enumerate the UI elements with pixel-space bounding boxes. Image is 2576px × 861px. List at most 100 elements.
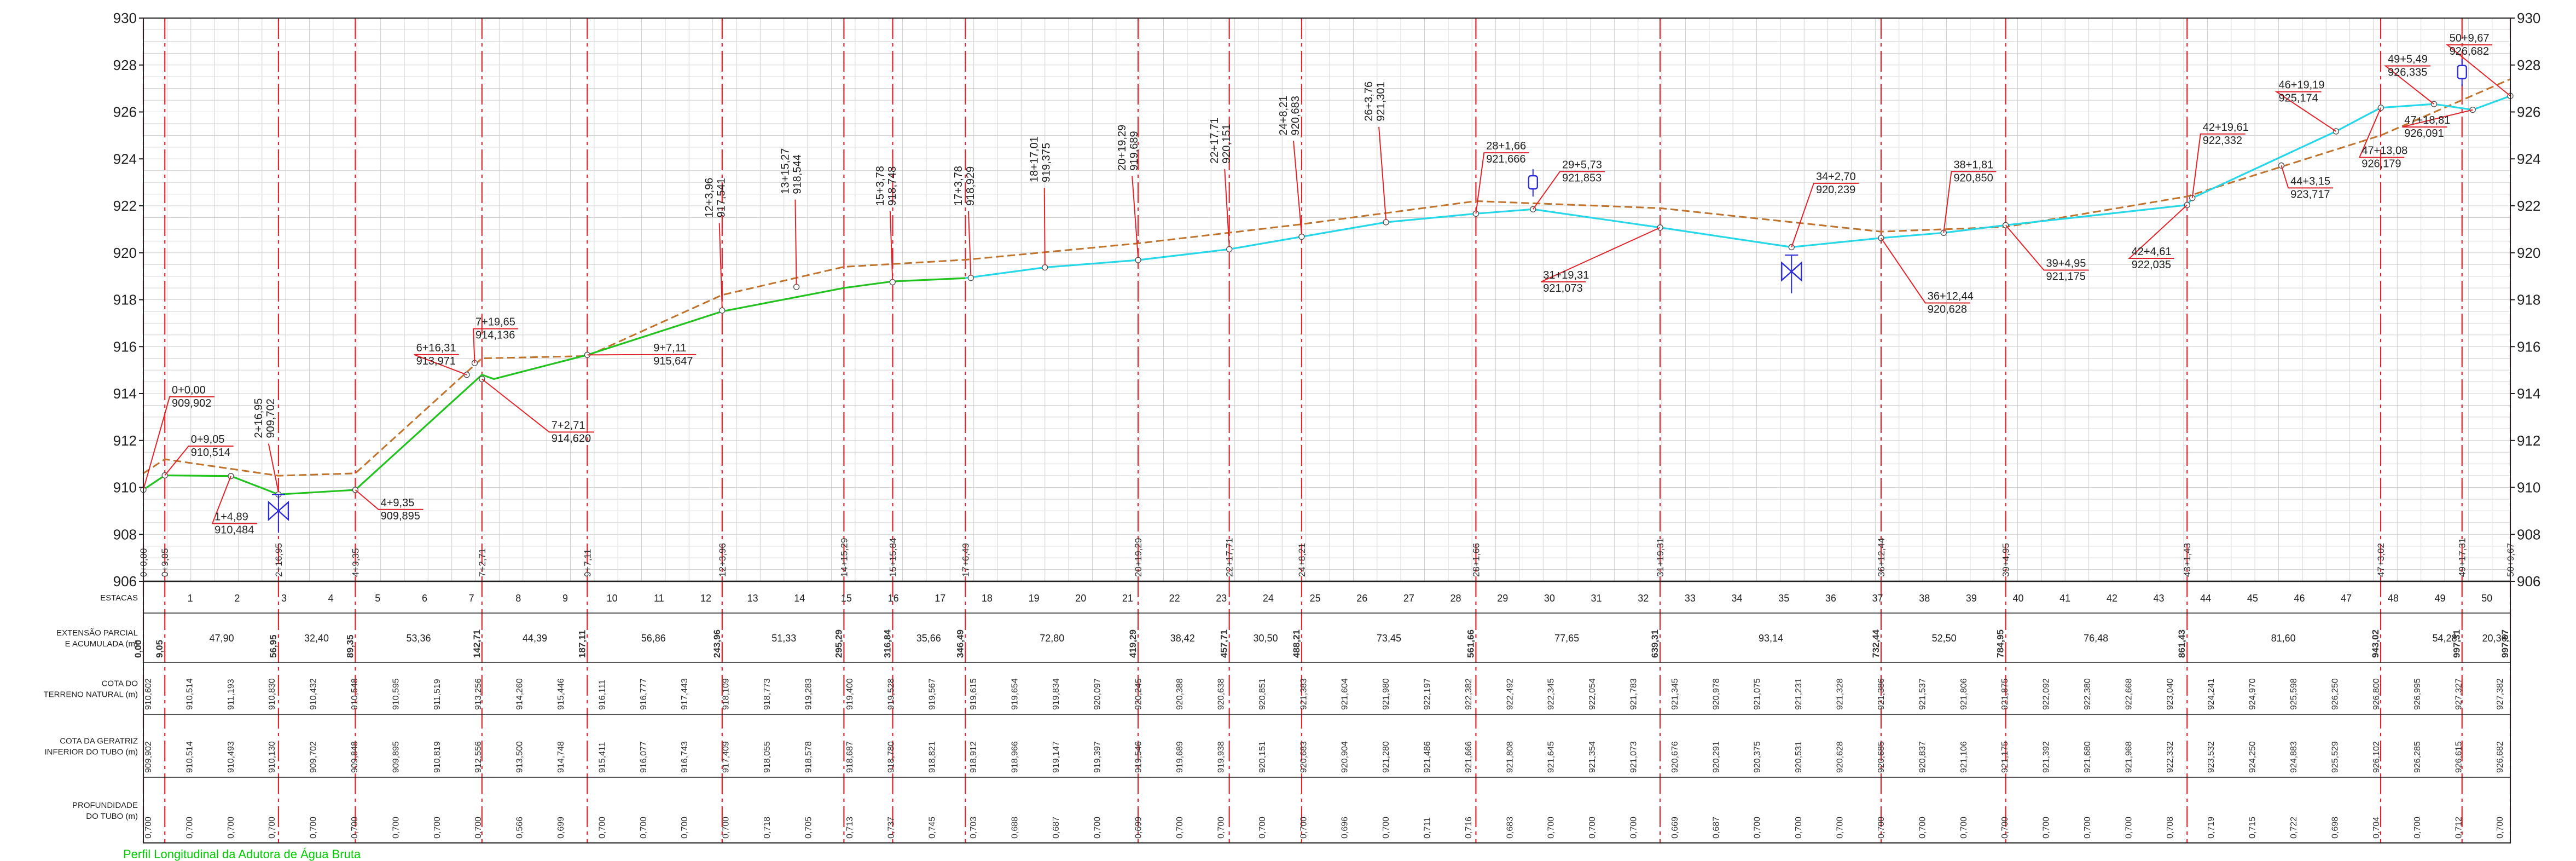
extension-accumulated-value: 0,00 (133, 640, 143, 658)
pipe-invert-value: 919,938 (1216, 741, 1226, 773)
annotation-station: 49+5,49 (2388, 53, 2428, 65)
air-valve-icon (2457, 59, 2467, 86)
leader-line (2281, 165, 2334, 189)
annotation-station: 36+12,44 (1928, 291, 1974, 303)
y-tick-left: 922 (113, 198, 137, 214)
pipe-invert-value: 920,628 (1836, 741, 1845, 773)
section-label: 47+3,02 (2376, 543, 2386, 577)
station-number: 26 (1356, 593, 1367, 604)
extension-accumulated-value: 639,31 (1650, 629, 1660, 658)
terrain-elevation-value: 910,595 (391, 678, 401, 710)
station-number: 41 (2059, 593, 2070, 604)
annotation-station: 6+16,31 (416, 342, 456, 354)
annotation-station: 7+2,71 (552, 419, 585, 431)
pipe-depth-value: 0,703 (969, 817, 978, 839)
annotation-elevation: 910,514 (191, 447, 230, 459)
pipe-depth-value: 0,718 (763, 817, 772, 839)
air-valve-icon (1528, 169, 1538, 197)
section-label: 36+12,44 (1876, 538, 1887, 577)
annotation-station: 0+0,00 (172, 384, 206, 396)
section-label: 12+3,96 (717, 543, 728, 577)
terrain-elevation-value: 918,773 (763, 678, 772, 710)
pipe-invert-value: 921,106 (1959, 741, 1969, 773)
terrain-elevation-value: 923,040 (2166, 678, 2175, 710)
leader-line (967, 211, 972, 276)
terrain-elevation-value: 919,528 (886, 678, 896, 710)
leader-line (414, 354, 467, 375)
station-annotation: 24+8,21 920,683 (1278, 96, 1302, 235)
leader-line (889, 211, 894, 280)
pipe-invert-value: 913,500 (515, 741, 525, 773)
annotation-elevation: 919,375 (1041, 143, 1053, 182)
pipe-invert-value: 910,493 (227, 741, 236, 773)
terrain-elevation-value: 916,111 (597, 679, 607, 710)
station-number: 7 (469, 593, 474, 604)
annotation-elevation: 920,683 (1290, 96, 1302, 135)
station-number: 18 (982, 593, 993, 604)
leader-line (2402, 109, 2473, 128)
pipe-invert-value: 919,689 (1175, 741, 1185, 773)
station-annotation: 15+3,78 918,748 (874, 166, 898, 280)
annotation-elevation: 918,929 (965, 166, 977, 206)
annotation-elevation: 926,335 (2388, 66, 2427, 78)
station-annotation: 13+15,27 918,544 (779, 148, 803, 285)
annotation-station: 22+17,71 (1209, 118, 1221, 164)
pipe-depth-value: 0,700 (1258, 817, 1267, 839)
extension-partial-value: 30,50 (1253, 633, 1278, 644)
pipe-invert-value: 909,902 (144, 741, 153, 773)
station-number: 4 (328, 593, 334, 604)
pipe-depth-value: 0,700 (2124, 817, 2133, 839)
y-tick-left: 924 (113, 151, 137, 167)
table-row-title: COTA DO (102, 679, 138, 689)
station-number: 33 (1685, 593, 1696, 604)
extension-accumulated-value: 561,66 (1465, 629, 1476, 658)
leader-line (2005, 224, 2089, 271)
pipe-depth-value: 0,700 (1918, 817, 1927, 839)
station-number: 48 (2388, 593, 2399, 604)
pipe-invert-value: 920,685 (1877, 741, 1886, 773)
station-marker (1042, 264, 1048, 271)
pipe-invert-value: 916,743 (680, 741, 689, 773)
y-tick-left: 916 (113, 338, 137, 355)
terrain-elevation-value: 920,638 (1216, 678, 1226, 710)
drawing-frame (143, 18, 2511, 843)
outer-frame (143, 18, 2511, 843)
y-tick-left: 920 (113, 245, 137, 261)
pipe-invert-value: 920,904 (1341, 741, 1350, 773)
pipe-depth-value: 0,700 (2000, 817, 2010, 839)
terrain-elevation-value: 921,231 (1794, 678, 1803, 710)
y-tick-left: 906 (113, 573, 137, 590)
gate-valve-icon (1781, 255, 1802, 294)
annotation-station: 1+4,89 (214, 511, 248, 523)
station-number: 20 (1075, 593, 1086, 604)
annotation-station: 9+7,11 (653, 342, 686, 354)
terrain-elevation-value: 911,519 (433, 679, 442, 710)
pipe-depth-value: 0,699 (1134, 817, 1144, 839)
annotation-elevation: 915,647 (653, 355, 693, 367)
terrain-elevation-value: 922,092 (2042, 678, 2051, 710)
pipe-invert-value: 921,392 (2042, 741, 2051, 773)
annotation-elevation: 910,484 (214, 524, 254, 536)
y-tick-left: 928 (113, 57, 137, 73)
extension-partial-value: 72,80 (1040, 633, 1064, 644)
grid (143, 18, 2510, 582)
pipe-depth-value: 0,700 (2042, 817, 2051, 839)
extension-accumulated-value: 943,02 (2370, 629, 2381, 658)
annotation-station: 44+3,15 (2290, 175, 2330, 187)
extension-partial-value: 35,66 (916, 633, 941, 644)
annotation-station: 26+3,76 (1363, 82, 1375, 122)
section-label: 22+17,71 (1225, 538, 1235, 577)
pipe-invert-value: 922,332 (2166, 741, 2175, 773)
annotation-elevation: 926,091 (2404, 128, 2444, 140)
profile-series (143, 78, 2511, 495)
y-tick-left: 914 (113, 385, 137, 402)
station-number: 3 (281, 593, 287, 604)
station-marker (1135, 257, 1141, 263)
leader-line (2128, 204, 2188, 259)
station-annotation: 7+19,65 914,136 (473, 316, 519, 363)
